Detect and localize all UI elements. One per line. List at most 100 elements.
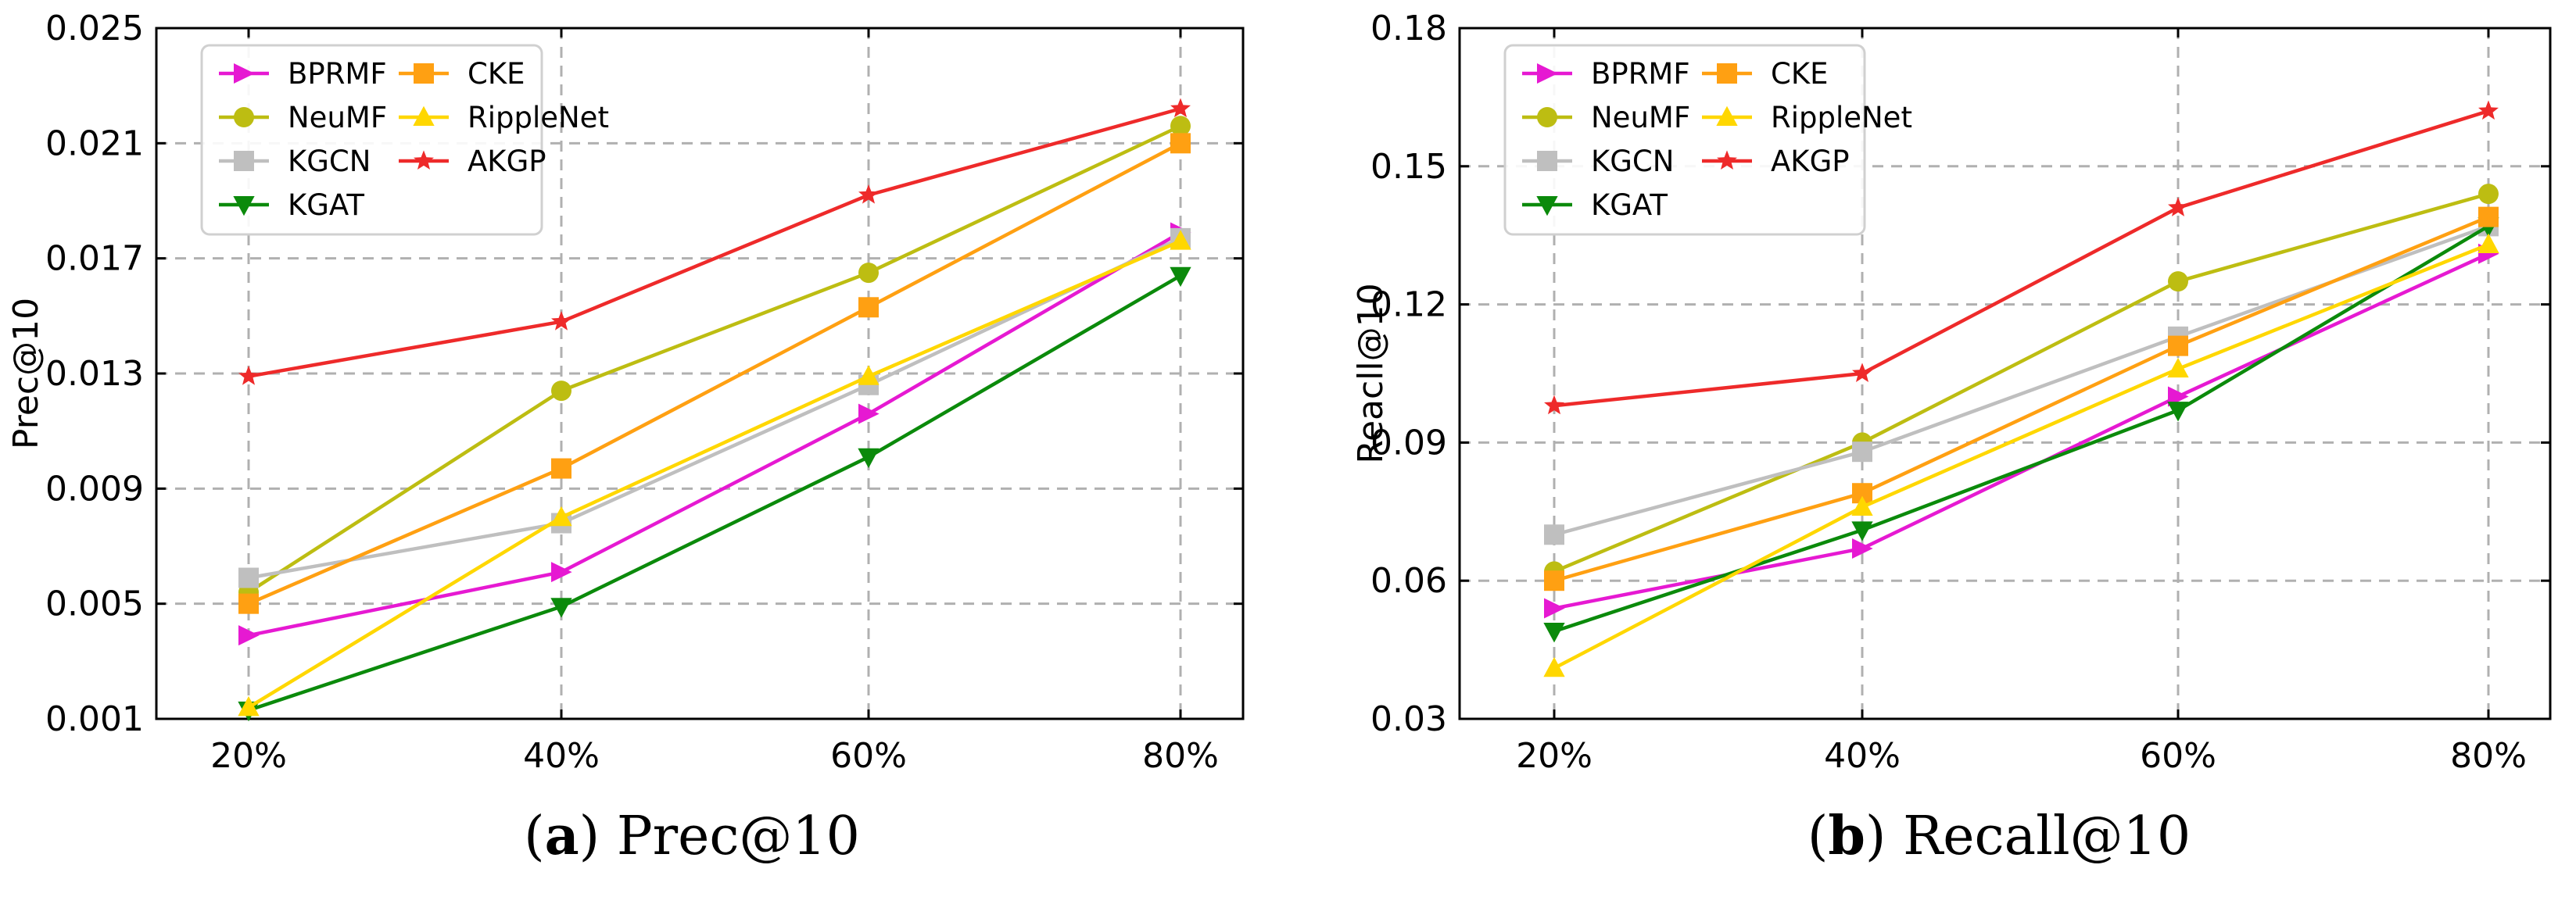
series-akgp <box>238 98 1191 385</box>
y-tick-label: 0.09 <box>1370 423 1447 463</box>
caption-close-paren: ) <box>579 806 617 867</box>
panel-prec-at-10: 0.001 0.005 0.009 0.013 0.017 0.021 0.025 20% 40… <box>6 9 1245 867</box>
data-point-akgp <box>858 184 879 204</box>
legend-label-bprmf: BPRMF <box>1591 57 1690 91</box>
caption-title: Prec@10 <box>617 806 860 867</box>
x-tick-label: 60% <box>830 736 907 776</box>
data-point-cke <box>2478 206 2499 227</box>
legend-marker-cke <box>414 63 434 84</box>
legend-label-cke: CKE <box>1771 57 1828 91</box>
legend-marker-kgat <box>233 195 255 216</box>
data-point-ripplenet <box>238 695 260 717</box>
y-tick-label: 0.15 <box>1370 147 1447 187</box>
series-ripplenet <box>238 230 1191 717</box>
legend-label-cke: CKE <box>468 57 525 91</box>
legend-marker-kgcn <box>1537 151 1557 171</box>
legend-label-neumf: NeuMF <box>288 101 387 134</box>
legend-label-neumf: NeuMF <box>1591 101 1690 134</box>
series-line-kgat <box>1553 224 2490 634</box>
data-point-kgcn <box>1544 524 1564 545</box>
axes-frame <box>1458 27 2552 720</box>
data-point-bprmf <box>1852 538 1873 559</box>
legend-label-kgat: KGAT <box>288 188 364 222</box>
panel-caption: (b) Recall@10 <box>1807 805 2191 867</box>
data-point-bprmf <box>858 403 880 424</box>
data-point-ripplenet <box>1851 495 1873 516</box>
series-line-bprmf <box>1553 252 2489 610</box>
legend: BPRMF NeuMF KGCN KGAT CKE RippleNet AKGP <box>1503 44 1912 236</box>
data-point-kgat <box>1851 521 1873 541</box>
series-line-cke <box>1553 215 2489 583</box>
data-point-kgat <box>2167 402 2189 422</box>
data-point-kgat <box>550 598 572 618</box>
data-point-kgat <box>858 448 880 469</box>
data-point-bprmf <box>1544 598 1565 619</box>
data-point-akgp <box>2478 100 2499 120</box>
axes-frame <box>155 27 1245 720</box>
data-point-kgat <box>1543 622 1565 643</box>
series-line-neumf <box>247 124 1181 594</box>
x-tick-label: 80% <box>1142 736 1219 776</box>
series-line-neumf <box>1553 191 2489 574</box>
data-point-ripplenet <box>550 506 572 527</box>
data-point-ripplenet <box>2477 233 2499 254</box>
legend-marker-neumf <box>1537 107 1557 127</box>
legend-marker-cke <box>1717 63 1737 84</box>
data-point-kgat <box>1170 266 1191 288</box>
data-point-bprmf <box>2168 386 2189 407</box>
caption-open-paren: ( <box>524 806 545 867</box>
y-tick-label: 0.025 <box>45 9 144 48</box>
legend-marker-akgp <box>1717 150 1737 170</box>
data-point-kgcn <box>1852 441 1872 463</box>
legend-marker-kgat <box>1536 195 1558 216</box>
legend-label-kgcn: KGCN <box>288 145 371 178</box>
data-point-cke <box>2168 335 2188 356</box>
data-point-neumf <box>2168 271 2188 292</box>
y-tick-label: 0.03 <box>1370 699 1447 739</box>
legend-label-ripplenet: RippleNet <box>1771 101 1912 134</box>
caption-title: Recall@10 <box>1903 806 2191 867</box>
x-tick-label: 20% <box>1516 736 1593 776</box>
y-tick-label: 0.021 <box>45 123 144 163</box>
x-tick-label: 80% <box>2450 736 2527 776</box>
data-point-neumf <box>551 381 571 402</box>
data-point-akgp <box>1852 363 1872 383</box>
series-ripplenet <box>1543 233 2499 677</box>
series-line-ripplenet <box>247 239 1181 709</box>
y-axis-label: Reacll@10 <box>1351 283 1391 463</box>
caption-open-paren: ( <box>1807 806 1829 867</box>
caption-close-paren: ) <box>1865 806 1903 867</box>
data-point-cke <box>238 593 259 614</box>
data-point-cke <box>1544 570 1564 591</box>
y-tick-label: 0.017 <box>45 239 144 279</box>
legend-label-akgp: AKGP <box>1771 145 1850 178</box>
y-tick-label: 0.12 <box>1370 285 1447 325</box>
series-line-akgp <box>1553 109 2489 408</box>
data-point-akgp <box>1170 98 1191 118</box>
series-akgp <box>1544 100 2499 415</box>
data-point-neumf <box>1170 116 1191 137</box>
legend-marker-bprmf <box>234 63 255 84</box>
data-point-cke <box>1170 133 1191 154</box>
data-point-bprmf <box>551 562 572 583</box>
data-point-cke <box>858 297 879 318</box>
y-tick-label: 0.005 <box>45 584 144 624</box>
y-tick-label: 0.009 <box>45 469 144 509</box>
series-line-kgcn <box>248 236 1181 580</box>
legend-label-kgat: KGAT <box>1591 188 1668 222</box>
legend-box <box>1503 44 1866 236</box>
data-point-neumf <box>2478 184 2499 205</box>
legend-label-akgp: AKGP <box>468 145 546 178</box>
data-point-akgp <box>2168 197 2188 216</box>
legend-marker-bprmf <box>1537 63 1558 84</box>
data-point-ripplenet <box>858 365 880 385</box>
x-tick-label: 60% <box>2140 736 2216 776</box>
legend-marker-ripplenet <box>1716 105 1738 127</box>
legend: BPRMF NeuMF KGCN KGAT CKE RippleNet AKGP <box>200 44 609 236</box>
data-point-bprmf <box>238 625 260 646</box>
panel-caption: (a) Prec@10 <box>524 805 860 867</box>
legend-label-ripplenet: RippleNet <box>468 101 609 134</box>
data-point-akgp <box>238 366 259 385</box>
y-tick-label: 0.06 <box>1370 561 1447 601</box>
